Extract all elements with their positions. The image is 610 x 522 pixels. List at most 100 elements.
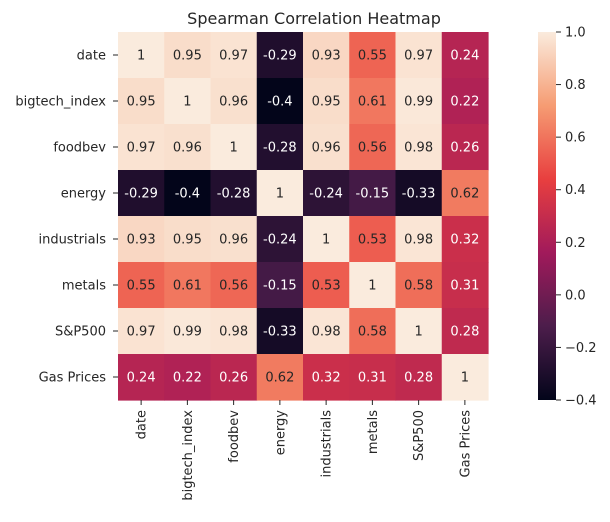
column-label: energy bbox=[273, 410, 288, 456]
colorbar-tick-label: 0.8 bbox=[565, 78, 586, 93]
row-label: S&P500 bbox=[55, 325, 106, 340]
column-label: metals bbox=[366, 410, 381, 454]
cell-annotation: 1 bbox=[368, 279, 376, 294]
heatmap-cell bbox=[441, 216, 489, 263]
cell-annotation: 1 bbox=[414, 325, 422, 340]
heatmap-cell bbox=[303, 354, 350, 401]
cell-annotation: 0.24 bbox=[127, 371, 156, 386]
cell-annotation: 0.55 bbox=[358, 49, 387, 64]
heatmap-cell bbox=[395, 170, 443, 217]
heatmap-cell bbox=[349, 354, 397, 401]
column-label: Gas Prices bbox=[458, 410, 473, 478]
cell-annotation: 0.95 bbox=[173, 49, 202, 64]
cell-annotation: -0.29 bbox=[263, 49, 297, 64]
heatmap-cell bbox=[349, 170, 397, 217]
heatmap-cell bbox=[303, 78, 350, 125]
heatmap-cell bbox=[256, 216, 304, 263]
heatmap-cell bbox=[118, 308, 165, 355]
colorbar-tick-label: 0.0 bbox=[565, 288, 586, 303]
row-label: bigtech_index bbox=[15, 95, 106, 110]
cell-annotation: 1 bbox=[183, 95, 191, 110]
heatmap-cell bbox=[118, 170, 165, 217]
cell-annotation: 1 bbox=[461, 371, 469, 386]
heatmap-cell bbox=[441, 32, 489, 79]
heatmap-cell bbox=[118, 78, 165, 125]
column-label: foodbev bbox=[227, 410, 242, 463]
cell-annotation: 0.97 bbox=[219, 49, 248, 64]
colorbar-tick-label: 1.0 bbox=[565, 26, 586, 41]
cell-annotation: 0.56 bbox=[219, 279, 248, 294]
heatmap-cell bbox=[395, 32, 443, 79]
heatmap-cell bbox=[395, 354, 443, 401]
heatmap-cell bbox=[164, 216, 212, 263]
heatmap-cell bbox=[349, 78, 397, 125]
cell-annotation: 0.99 bbox=[173, 325, 202, 340]
heatmap-cell bbox=[349, 216, 397, 263]
column-label: date bbox=[135, 410, 150, 439]
cell-annotation: 0.22 bbox=[450, 95, 479, 110]
cell-annotation: 0.95 bbox=[127, 95, 156, 110]
row-label: foodbev bbox=[53, 141, 106, 156]
heatmap-cell bbox=[303, 124, 350, 171]
row-label: Gas Prices bbox=[39, 371, 107, 386]
cell-annotation: 0.32 bbox=[312, 371, 341, 386]
cell-annotation: 0.61 bbox=[358, 95, 387, 110]
heatmap-cell bbox=[395, 78, 443, 125]
heatmap-cell bbox=[210, 354, 258, 401]
cell-annotation: 0.55 bbox=[127, 279, 156, 294]
cell-annotation: 0.28 bbox=[404, 371, 433, 386]
cell-annotation: 0.96 bbox=[219, 95, 248, 110]
heatmap-cell bbox=[256, 32, 304, 79]
heatmap-cell bbox=[210, 32, 258, 79]
cell-annotation: -0.28 bbox=[217, 187, 251, 202]
heatmap-cell bbox=[256, 124, 304, 171]
heatmap-cell bbox=[395, 124, 443, 171]
heatmap-cell bbox=[349, 32, 397, 79]
heatmap-cell bbox=[164, 308, 212, 355]
heatmap-cell bbox=[395, 216, 443, 263]
cell-annotation: 0.31 bbox=[358, 371, 387, 386]
cell-annotation: -0.29 bbox=[124, 187, 158, 202]
cell-annotation: 0.53 bbox=[312, 279, 341, 294]
heatmap-cell bbox=[118, 124, 165, 171]
heatmap-cell bbox=[118, 216, 165, 263]
heatmap-cell bbox=[164, 32, 212, 79]
heatmap-cell bbox=[395, 262, 443, 309]
heatmap-cell bbox=[441, 308, 489, 355]
cell-annotation: 0.61 bbox=[173, 279, 202, 294]
colorbar-tick-label: 0.4 bbox=[565, 183, 586, 198]
column-label: industrials bbox=[320, 410, 335, 478]
chart-title: Spearman Correlation Heatmap bbox=[187, 9, 441, 28]
heatmap-cell bbox=[441, 354, 489, 401]
heatmap-cell bbox=[210, 170, 258, 217]
cell-annotation: 0.24 bbox=[450, 49, 479, 64]
cell-annotation: 0.22 bbox=[173, 371, 202, 386]
cell-annotation: 0.98 bbox=[219, 325, 248, 340]
cell-annotation: 0.95 bbox=[312, 95, 341, 110]
heatmap-cell bbox=[118, 262, 165, 309]
heatmap-cell bbox=[303, 170, 350, 217]
heatmap-cell bbox=[210, 124, 258, 171]
cell-annotation: 1 bbox=[229, 141, 237, 156]
column-label: bigtech_index bbox=[181, 410, 196, 501]
cell-annotation: 0.26 bbox=[450, 141, 479, 156]
cell-annotation: 0.98 bbox=[404, 141, 433, 156]
cell-annotation: 0.28 bbox=[450, 325, 479, 340]
heatmap-cell bbox=[164, 78, 212, 125]
cell-annotation: 1 bbox=[322, 233, 330, 248]
heatmap-cell bbox=[210, 262, 258, 309]
heatmap-cell bbox=[395, 308, 443, 355]
cell-annotation: 0.53 bbox=[358, 233, 387, 248]
cell-annotation: 0.58 bbox=[358, 325, 387, 340]
heatmap-cell bbox=[118, 32, 165, 79]
cell-annotation: 0.97 bbox=[127, 325, 156, 340]
cell-annotation: -0.15 bbox=[263, 279, 297, 294]
heatmap-cell bbox=[256, 308, 304, 355]
cell-annotation: 0.26 bbox=[219, 371, 248, 386]
column-label: S&P500 bbox=[412, 410, 427, 461]
heatmap-cell bbox=[303, 216, 350, 263]
cell-annotation: 0.96 bbox=[312, 141, 341, 156]
